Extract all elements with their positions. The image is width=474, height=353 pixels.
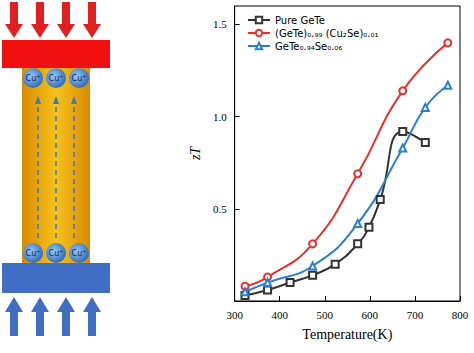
svg-text:1.0: 1.0: [213, 111, 227, 123]
svg-text:0.5: 0.5: [213, 203, 227, 215]
svg-text:400: 400: [271, 309, 288, 321]
svg-text:300: 300: [226, 309, 243, 321]
svg-text:Cu⁺: Cu⁺: [26, 74, 41, 83]
svg-text:Temperature(K): Temperature(K): [302, 327, 392, 343]
svg-text:(GeTe)₀.₉₉ (Cu₂Se)₀.₀₁: (GeTe)₀.₉₉ (Cu₂Se)₀.₀₁: [275, 28, 379, 39]
svg-text:700: 700: [407, 309, 424, 321]
svg-text:600: 600: [362, 309, 379, 321]
svg-text:Cu⁺: Cu⁺: [26, 249, 41, 258]
svg-text:800: 800: [452, 309, 469, 321]
svg-text:Cu⁺: Cu⁺: [72, 249, 87, 258]
svg-text:1.5: 1.5: [213, 18, 227, 30]
svg-text:Cu⁺: Cu⁺: [72, 74, 87, 83]
svg-text:Cu⁺: Cu⁺: [49, 249, 64, 258]
svg-text:Cu⁺: Cu⁺: [49, 74, 64, 83]
svg-text:zT: zT: [188, 146, 203, 161]
svg-text:Pure GeTe: Pure GeTe: [275, 15, 325, 26]
svg-text:500: 500: [317, 309, 334, 321]
svg-text:GeTe₀.₉₄Se₀.₀₆: GeTe₀.₉₄Se₀.₀₆: [275, 41, 342, 52]
